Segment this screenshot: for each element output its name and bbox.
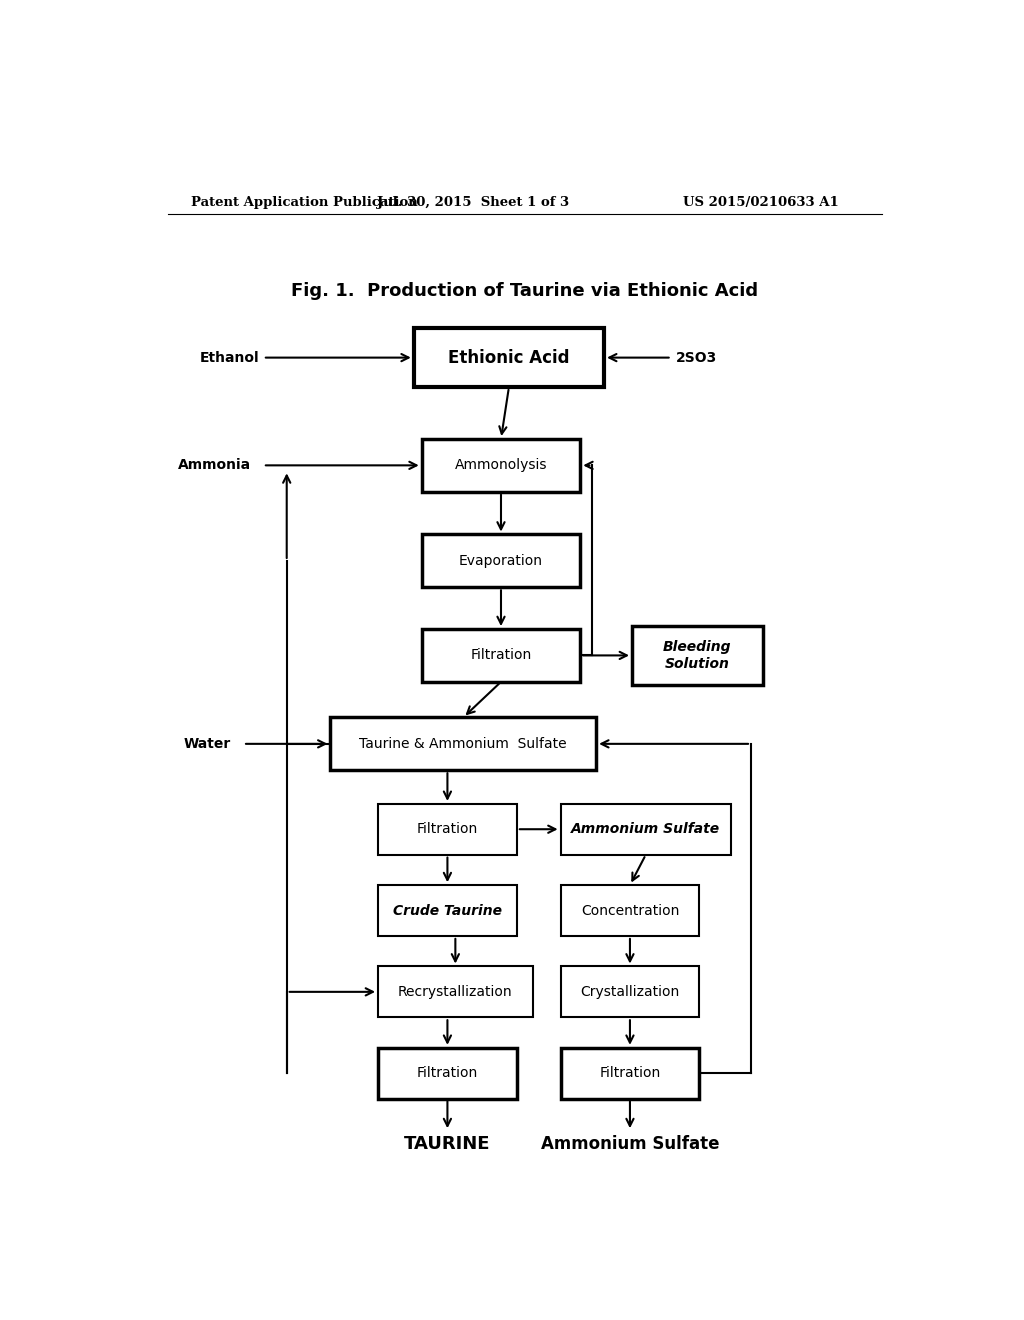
FancyBboxPatch shape: [414, 329, 604, 387]
Text: 2SO3: 2SO3: [676, 351, 717, 364]
FancyBboxPatch shape: [422, 535, 581, 587]
Text: Evaporation: Evaporation: [459, 554, 543, 568]
Text: Ammonia: Ammonia: [178, 458, 251, 473]
Text: Ethionic Acid: Ethionic Acid: [449, 348, 569, 367]
Text: Ammonolysis: Ammonolysis: [455, 458, 547, 473]
FancyBboxPatch shape: [422, 440, 581, 492]
Text: Water: Water: [184, 737, 231, 751]
FancyBboxPatch shape: [560, 886, 699, 936]
Text: Taurine & Ammonium  Sulfate: Taurine & Ammonium Sulfate: [359, 737, 567, 751]
Text: Patent Application Publication: Patent Application Publication: [191, 195, 418, 209]
Text: Fig. 1.  Production of Taurine via Ethionic Acid: Fig. 1. Production of Taurine via Ethion…: [291, 281, 759, 300]
Text: US 2015/0210633 A1: US 2015/0210633 A1: [683, 195, 839, 209]
FancyBboxPatch shape: [632, 626, 763, 685]
Text: Filtration: Filtration: [470, 648, 531, 663]
Text: Ethanol: Ethanol: [200, 351, 259, 364]
Text: Filtration: Filtration: [599, 1067, 660, 1080]
FancyBboxPatch shape: [560, 966, 699, 1018]
FancyBboxPatch shape: [331, 718, 596, 771]
Text: TAURINE: TAURINE: [404, 1135, 490, 1154]
FancyBboxPatch shape: [378, 804, 517, 854]
Text: Concentration: Concentration: [581, 903, 679, 917]
FancyBboxPatch shape: [378, 1048, 517, 1098]
Text: Crystallization: Crystallization: [581, 985, 680, 999]
FancyBboxPatch shape: [560, 1048, 699, 1098]
Text: Crude Taurine: Crude Taurine: [393, 903, 502, 917]
FancyBboxPatch shape: [560, 804, 731, 854]
Text: Bleeding
Solution: Bleeding Solution: [664, 640, 732, 671]
Text: Ammonium Sulfate: Ammonium Sulfate: [541, 1135, 719, 1154]
Text: Filtration: Filtration: [417, 822, 478, 837]
FancyBboxPatch shape: [378, 966, 532, 1018]
Text: Filtration: Filtration: [417, 1067, 478, 1080]
Text: Jul. 30, 2015  Sheet 1 of 3: Jul. 30, 2015 Sheet 1 of 3: [377, 195, 569, 209]
FancyBboxPatch shape: [422, 630, 581, 682]
Text: Ammonium Sulfate: Ammonium Sulfate: [571, 822, 721, 837]
FancyBboxPatch shape: [378, 886, 517, 936]
Text: Recrystallization: Recrystallization: [398, 985, 513, 999]
